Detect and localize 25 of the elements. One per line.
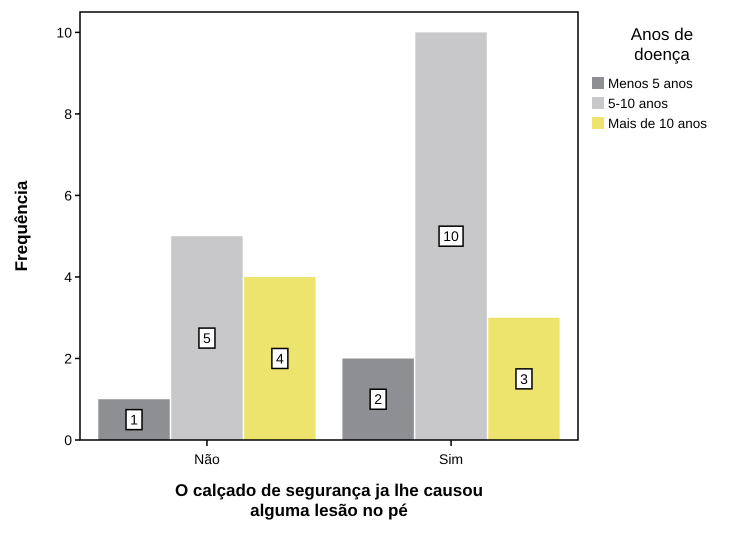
x-tick-label: Não (194, 451, 220, 467)
bar (171, 236, 243, 440)
data-label: 4 (276, 350, 284, 366)
bar (415, 32, 487, 440)
y-axis-title: Frequência (12, 180, 31, 272)
y-tick-label: 6 (64, 187, 72, 204)
y-tick-label: 2 (64, 350, 72, 366)
data-label: 5 (203, 330, 212, 346)
legend-label: 5-10 anos (608, 96, 668, 111)
y-tick-label: 10 (56, 24, 72, 40)
data-label: 3 (520, 370, 528, 387)
y-tick-label: 4 (64, 268, 72, 285)
x-tick-label: Sim (438, 451, 464, 467)
data-label: 10 (443, 228, 460, 244)
legend-label: Mais de 10 anos (608, 116, 708, 131)
y-tick-label: 0 (64, 432, 72, 448)
y-tick-label: 8 (64, 106, 72, 122)
bar (342, 358, 414, 440)
data-label: 2 (374, 391, 382, 408)
bar (488, 318, 560, 440)
legend-label: Menos 5 anos (608, 76, 694, 91)
data-label: 1 (130, 412, 138, 428)
x-axis-title: O calçado de segurança ja lhe causou alguma lesão no pé (174, 481, 484, 520)
bar (244, 276, 316, 440)
legend-title: Anos de doença (630, 25, 694, 64)
